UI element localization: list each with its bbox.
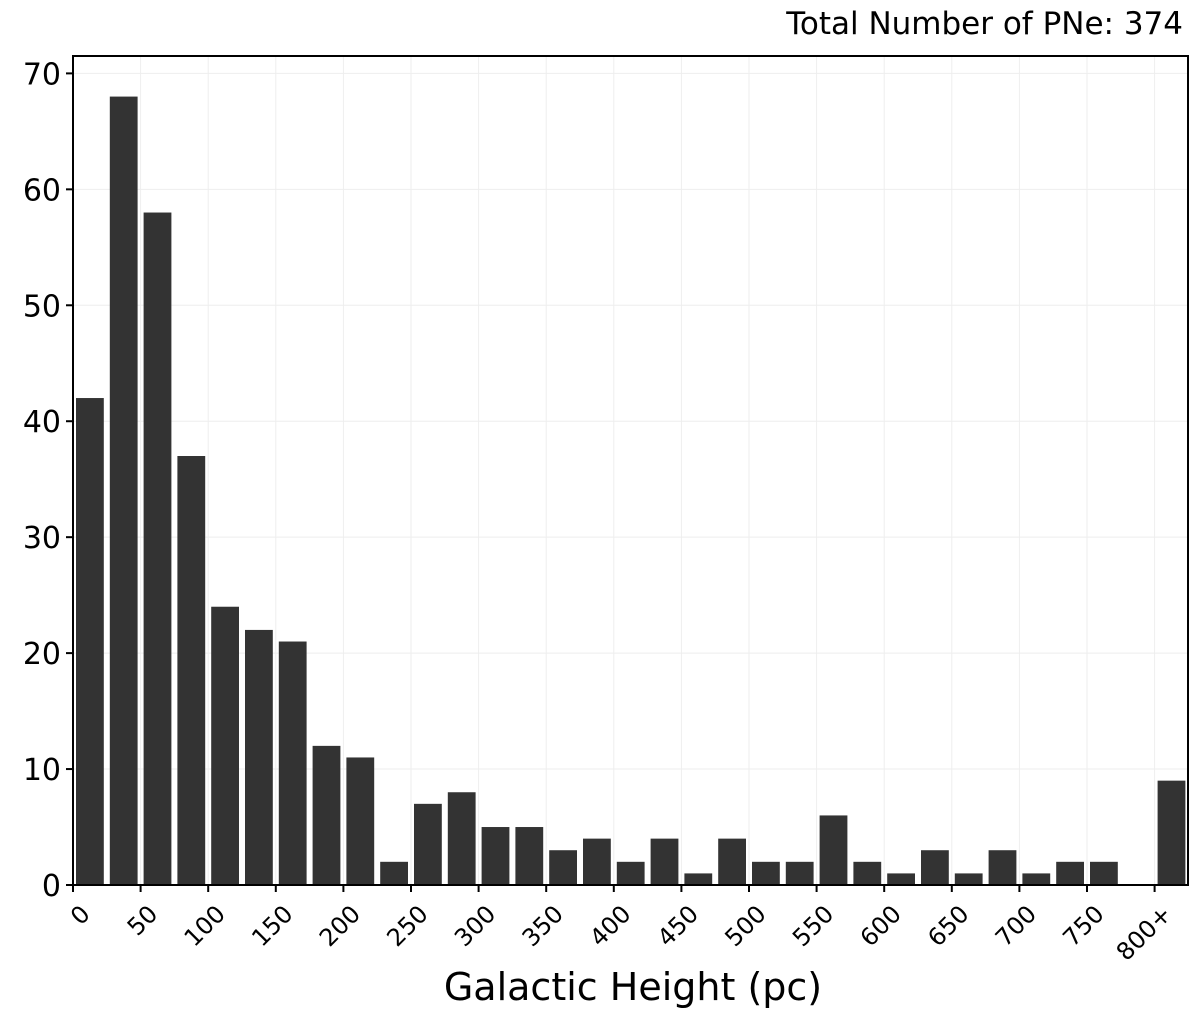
bar-50-75	[143, 212, 172, 885]
bar-425-450	[650, 838, 679, 885]
x-tick-label-15: 750	[1057, 900, 1109, 952]
bars	[76, 96, 1186, 885]
bar-150-175	[278, 641, 307, 885]
x-tick-label-6: 300	[449, 900, 501, 952]
bar-100-125	[211, 606, 239, 885]
bar-525-550	[785, 861, 814, 885]
bar-25-50	[109, 96, 138, 885]
bar-125-150	[245, 629, 273, 885]
bar-625-650	[921, 850, 949, 885]
x-tick-label-12: 600	[855, 900, 907, 952]
x-axis-label: Galactic Height (pc)	[444, 965, 822, 1009]
y-tick-label-40: 40	[23, 405, 61, 440]
bar-175-200	[312, 745, 341, 885]
y-tick-label-30: 30	[23, 521, 61, 556]
x-tick-label-7: 350	[517, 900, 569, 952]
x-tick-label-13: 650	[922, 900, 974, 952]
bar-250-275	[414, 803, 442, 885]
bar-75-100	[177, 456, 206, 885]
y-axis-ticks: 0 10 20 30 40 50 60 70	[23, 57, 73, 904]
bar-550-575	[819, 815, 848, 885]
x-tick-label-14: 700	[990, 900, 1042, 952]
y-tick-label-70: 70	[23, 57, 61, 92]
x-tick-label-3: 150	[246, 900, 298, 952]
bar-800+	[1157, 780, 1186, 885]
x-tick-label-0: 0	[65, 900, 96, 931]
y-tick-label-20: 20	[23, 637, 61, 672]
plot-frame	[72, 55, 1189, 886]
bar-400-425	[616, 861, 645, 885]
x-axis-ticks: 0 50 100 150 200 250 300 350 400 450 500 550 600 650 7…	[65, 885, 1177, 966]
bar-575-600	[853, 861, 882, 885]
x-tick-label-4: 200	[314, 900, 366, 952]
bar-650-675	[954, 873, 983, 885]
x-tick-label-8: 400	[584, 900, 636, 952]
bar-675-700	[988, 850, 1017, 885]
x-tick-label-1: 50	[122, 900, 163, 941]
x-tick-label-11: 550	[787, 900, 839, 952]
bar-600-625	[887, 873, 915, 885]
y-tick-label-50: 50	[23, 289, 61, 324]
y-tick-label-0: 0	[42, 869, 61, 904]
grid-lines	[72, 56, 1188, 886]
bar-225-250	[380, 861, 408, 885]
x-tick-label-5: 250	[381, 900, 433, 952]
bar-275-300	[447, 792, 476, 885]
bar-200-225	[346, 757, 375, 885]
x-tick-label-16: 800+	[1111, 900, 1177, 966]
bar-325-350	[515, 827, 544, 885]
bar-750-775	[1090, 861, 1118, 885]
bar-450-475	[684, 873, 713, 885]
bar-500-525	[752, 861, 780, 885]
x-tick-label-10: 500	[719, 900, 771, 952]
bar-475-500	[718, 838, 746, 885]
bar-700-725	[1022, 873, 1051, 885]
bar-725-750	[1056, 861, 1084, 885]
x-tick-label-9: 450	[652, 900, 704, 952]
bar-0-25	[76, 398, 104, 885]
x-tick-label-2: 100	[179, 900, 231, 952]
total-count-annotation: Total Number of PNe: 374	[785, 6, 1183, 42]
y-tick-label-60: 60	[23, 173, 61, 208]
bar-300-325	[481, 827, 510, 885]
bar-375-400	[583, 838, 611, 885]
bar-350-375	[549, 850, 577, 885]
y-tick-label-10: 10	[23, 753, 61, 788]
